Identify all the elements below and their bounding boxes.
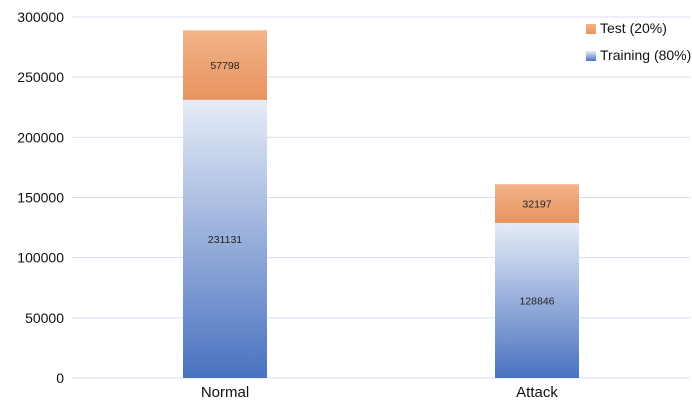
legend: Test (20%) Training (80%) [586,20,691,63]
gridlines [72,16,690,379]
x-category-label: Attack [516,384,558,401]
bar-training-normal [183,99,267,378]
y-tick-label: 100000 [17,250,64,266]
data-labels: 231131 57798 128846 32197 [208,60,555,307]
data-label: 231131 [208,234,242,246]
data-label: 57798 [210,60,239,72]
bars [183,30,579,378]
bar-training-attack [495,222,579,378]
legend-label: Training (80%) [600,47,691,63]
y-tick-label: 200000 [17,129,64,145]
y-tick-label: 50000 [25,310,64,326]
y-tick-label: 250000 [17,69,64,85]
x-axis: Normal Attack [201,384,559,401]
x-category-label: Normal [201,384,249,401]
y-axis: 0 50000 100000 150000 200000 250000 300000 [17,9,64,386]
y-tick-label: 300000 [17,9,64,25]
data-label: 32197 [522,199,551,211]
bar-test-attack [495,184,579,223]
legend-swatch [586,51,596,61]
data-label: 128846 [519,295,554,307]
bar-test-normal [183,30,267,100]
legend-swatch [586,24,596,34]
legend-label: Test (20%) [600,20,667,36]
y-tick-label: 0 [56,370,64,386]
y-tick-label: 150000 [17,190,64,206]
